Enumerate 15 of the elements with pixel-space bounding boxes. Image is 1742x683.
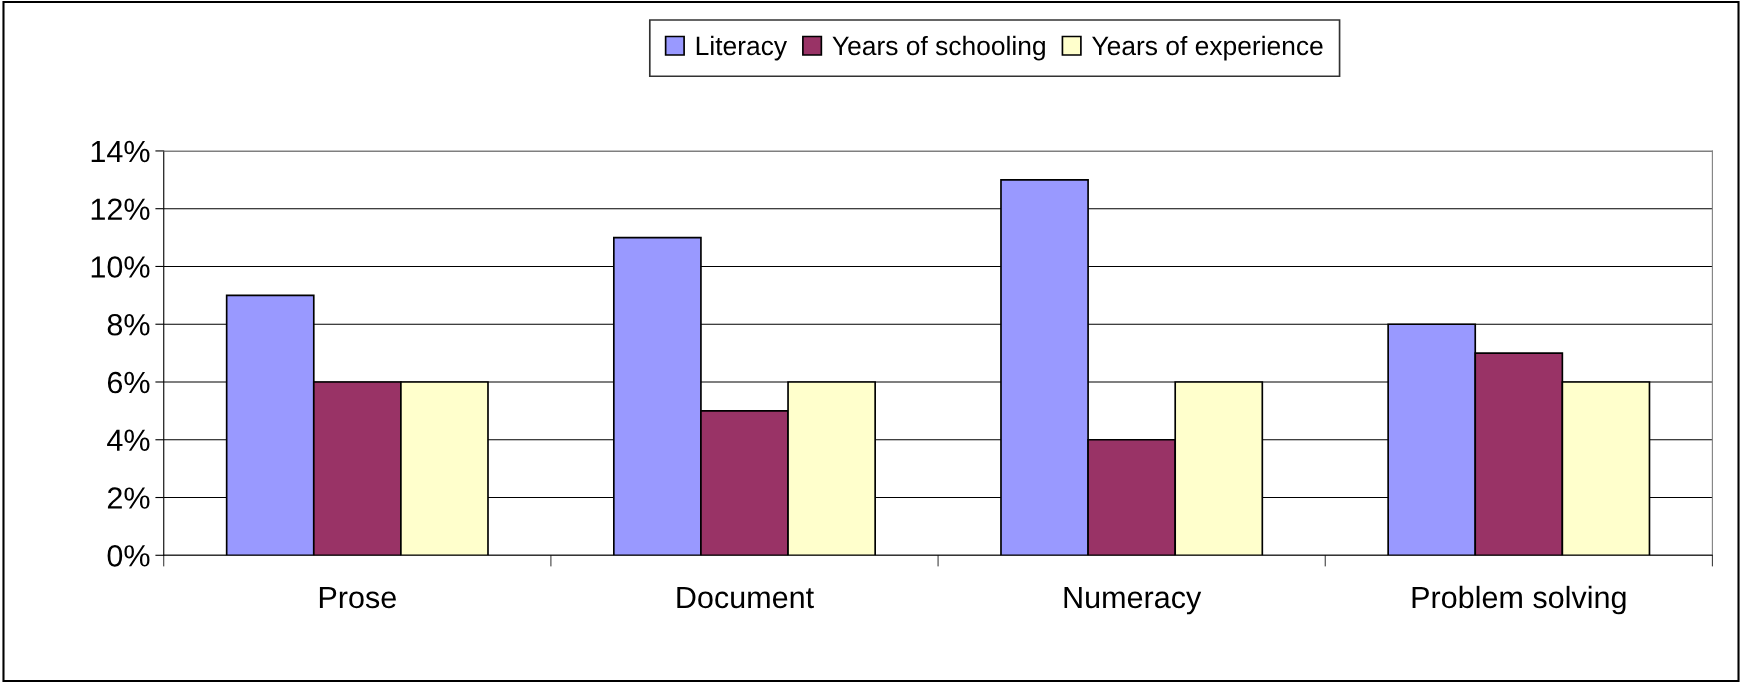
y-tick-label: 6% [107, 371, 150, 394]
legend-label: Literacy [696, 35, 788, 61]
x-tick-label: Document [677, 586, 814, 609]
y-tick-label: 8% [107, 313, 150, 336]
y-tick-label: 14% [91, 140, 150, 163]
x-tick-label: Problem solving [1412, 585, 1626, 615]
x-tick-label: Prose [319, 586, 396, 609]
legend-label: Years of experience [1092, 35, 1323, 61]
x-tick-label: Numeracy [1064, 586, 1202, 615]
y-tick-label: 2% [107, 487, 150, 509]
y-tick-label: 4% [107, 429, 150, 452]
y-tick-label: 10% [91, 256, 150, 278]
legend-label: Years of schooling [832, 35, 1045, 61]
y-tick-label: 0% [107, 545, 150, 567]
y-tick-label: 12% [91, 198, 150, 220]
